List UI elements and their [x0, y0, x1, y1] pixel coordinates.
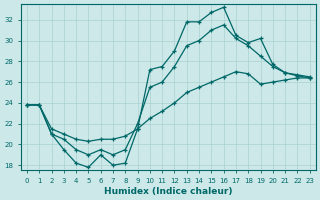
X-axis label: Humidex (Indice chaleur): Humidex (Indice chaleur)	[104, 187, 233, 196]
